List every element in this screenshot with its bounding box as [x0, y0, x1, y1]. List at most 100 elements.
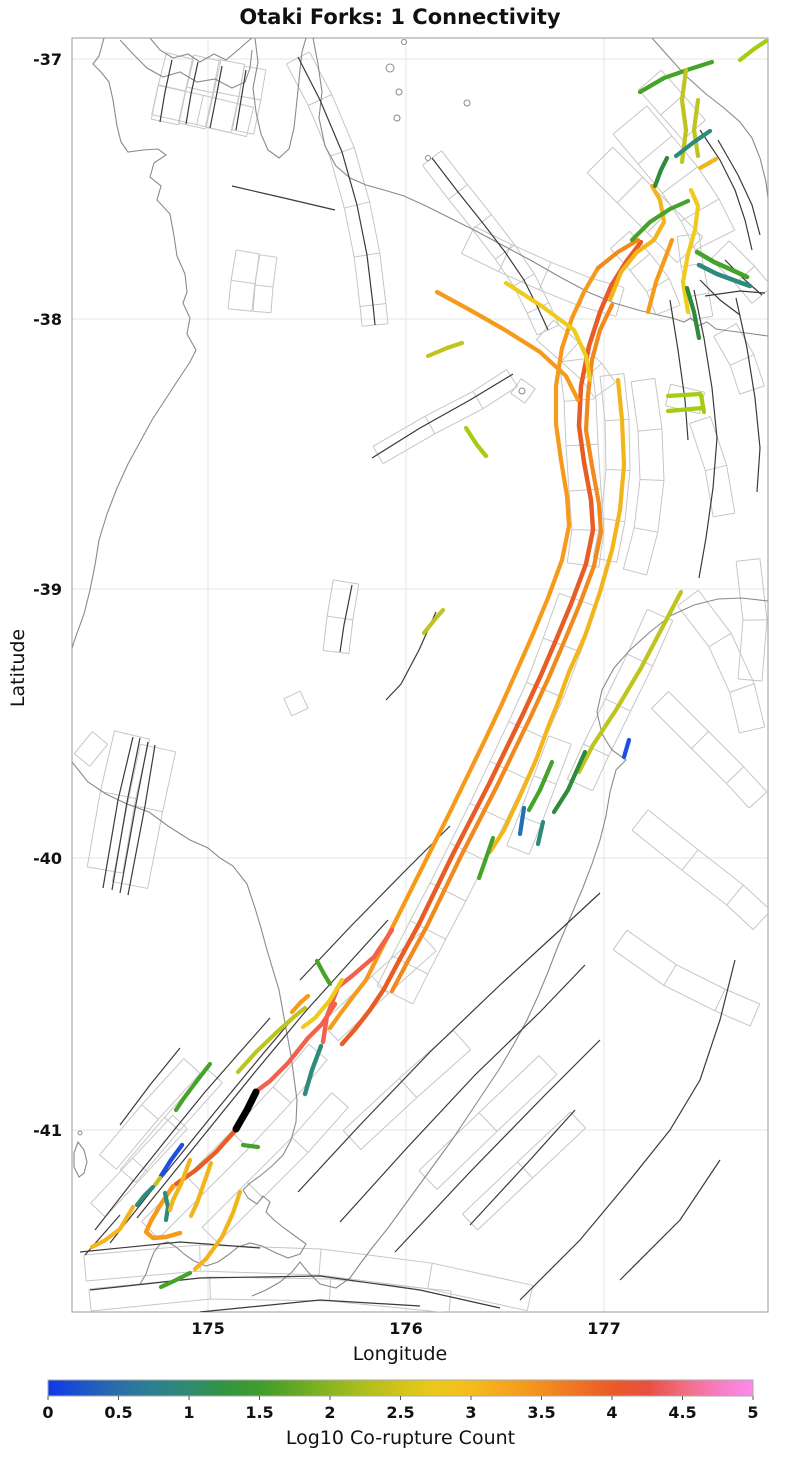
rupture-trace: [696, 262, 753, 289]
fault-line: [339, 584, 353, 653]
rupture-trace: [192, 1189, 243, 1272]
rupture-trace: [300, 977, 345, 1030]
colorbar-label: Log10 Co-rupture Count: [286, 1427, 515, 1449]
fault-line: [109, 1009, 301, 1244]
section-mesh: [73, 731, 109, 767]
fault-line: [299, 825, 451, 981]
coastline-path: [149, 38, 253, 63]
fault-line: [394, 1039, 601, 1253]
fault-traces: [79, 56, 766, 1312]
fault-line: [119, 741, 149, 894]
rupture-trace: [652, 155, 670, 189]
x-axis-label: Longitude: [353, 1343, 448, 1365]
rupture-trace: [535, 819, 546, 847]
rupture-trace: [665, 405, 705, 414]
section-mesh: [622, 377, 665, 576]
rupture-trace: [173, 1061, 213, 1113]
section-mesh: [119, 1068, 223, 1183]
section-mesh: [286, 51, 389, 327]
x-tick-labels: 175 176 177: [191, 1319, 620, 1338]
section-mesh: [422, 150, 560, 336]
rupture-trace: [629, 198, 691, 243]
x-tick-175: 175: [191, 1319, 224, 1338]
rupture-trace: [691, 97, 701, 159]
section-mesh: [612, 929, 761, 1027]
rupture-trace: [255, 1001, 338, 1093]
islet: [425, 155, 431, 161]
x-tick-177: 177: [587, 1319, 620, 1338]
fault-line: [119, 1047, 181, 1126]
section-mesh: [735, 558, 768, 682]
rupture-trace: [621, 737, 632, 760]
fault-line: [111, 737, 141, 891]
rupture-trace: [595, 237, 641, 271]
section-mesh: [231, 65, 267, 135]
rupture-trace: [173, 1129, 237, 1187]
coastline-path: [251, 597, 768, 1297]
colorbar-tick-5: 5: [747, 1403, 758, 1422]
rupture-trace: [167, 1157, 193, 1213]
chart-title: Otaki Forks: 1 Connectivity: [239, 5, 561, 29]
coastline-path: [119, 39, 253, 89]
fault-line: [469, 1109, 576, 1226]
rupture-trace: [637, 59, 715, 95]
coastline-path: [72, 761, 307, 1285]
rupture-trace: [694, 249, 750, 280]
fault-line: [94, 1017, 271, 1231]
rupture-trace: [188, 1160, 214, 1219]
rupture-trace: [487, 377, 627, 855]
islet: [393, 114, 401, 122]
rupture-trace: [679, 67, 689, 165]
fault-line: [431, 157, 549, 331]
rupture-trace: [697, 156, 719, 171]
section-mesh: [462, 1111, 586, 1231]
fault-line: [339, 964, 586, 1223]
rupture-trace: [158, 1270, 193, 1290]
section-mesh: [252, 254, 278, 314]
otaki-forks-section: [232, 1088, 260, 1133]
colorbar-tick-4: 4: [606, 1403, 617, 1422]
section-mesh: [510, 378, 536, 404]
fault-line: [209, 65, 223, 129]
x-tick-176: 176: [389, 1319, 422, 1338]
section-mesh: [86, 730, 151, 874]
fault-line: [669, 299, 689, 441]
colorbar-tick-3.5: 3.5: [527, 1403, 555, 1422]
fault-line: [619, 1159, 721, 1281]
fault-line: [704, 290, 766, 297]
coastline-path: [312, 38, 768, 337]
rupture-trace: [476, 835, 496, 881]
y-tick--41: -41: [33, 1121, 62, 1140]
rupture-trace: [289, 993, 311, 1015]
y-tick--40: -40: [33, 849, 62, 868]
rupture-trace: [551, 749, 588, 815]
co-rupture-traces: [89, 38, 768, 1290]
section-mesh: [536, 319, 616, 399]
section-mesh: [460, 226, 625, 317]
rupture-trace: [737, 38, 768, 63]
rupture-trace: [389, 302, 615, 994]
fault-line: [199, 1299, 421, 1312]
coastline: [72, 38, 768, 1297]
rupture-trace: [503, 280, 593, 383]
colorbar: [47, 1379, 754, 1397]
fault-line: [235, 69, 247, 131]
section-mesh: [88, 1276, 452, 1312]
gridlines: [72, 38, 768, 1312]
fault-line: [297, 892, 601, 1193]
section-mesh: [227, 249, 261, 312]
islet: [518, 387, 526, 395]
section-mesh: [201, 1092, 349, 1244]
colorbar-tick-1: 1: [183, 1403, 194, 1422]
fault-line: [735, 297, 761, 493]
plot-frame: [71, 37, 769, 1313]
y-tick--39: -39: [33, 580, 62, 599]
y-tick--37: -37: [33, 50, 62, 69]
section-mesh: [372, 369, 518, 465]
fault-section-polygons: [73, 51, 768, 1312]
fault-line: [371, 373, 514, 459]
section-mesh: [710, 240, 768, 304]
fault-line: [693, 289, 718, 579]
